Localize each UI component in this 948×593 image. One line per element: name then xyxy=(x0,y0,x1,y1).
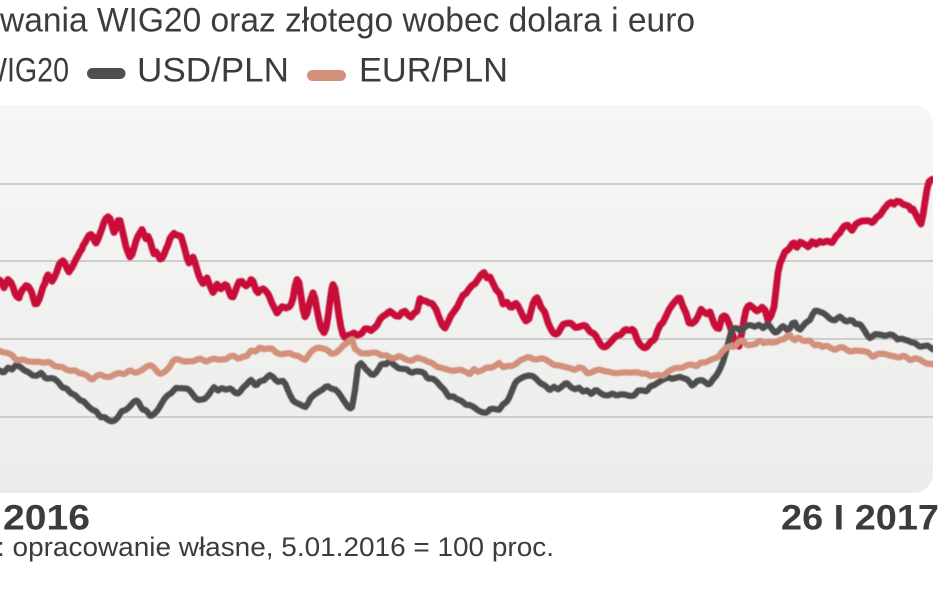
svg-text:USD/PLN: USD/PLN xyxy=(137,52,289,90)
svg-text:: opracowanie własne, 5.01.201: : opracowanie własne, 5.01.2016 = 100 pr… xyxy=(0,532,554,562)
svg-text:wania WIG20 oraz złotego wobec: wania WIG20 oraz złotego wobec dolara i … xyxy=(0,2,695,40)
svg-text:WIG20: WIG20 xyxy=(0,52,69,90)
svg-text:2016: 2016 xyxy=(3,499,90,538)
svg-text:26 I 2017: 26 I 2017 xyxy=(781,499,939,538)
svg-text:EUR/PLN: EUR/PLN xyxy=(359,52,508,90)
